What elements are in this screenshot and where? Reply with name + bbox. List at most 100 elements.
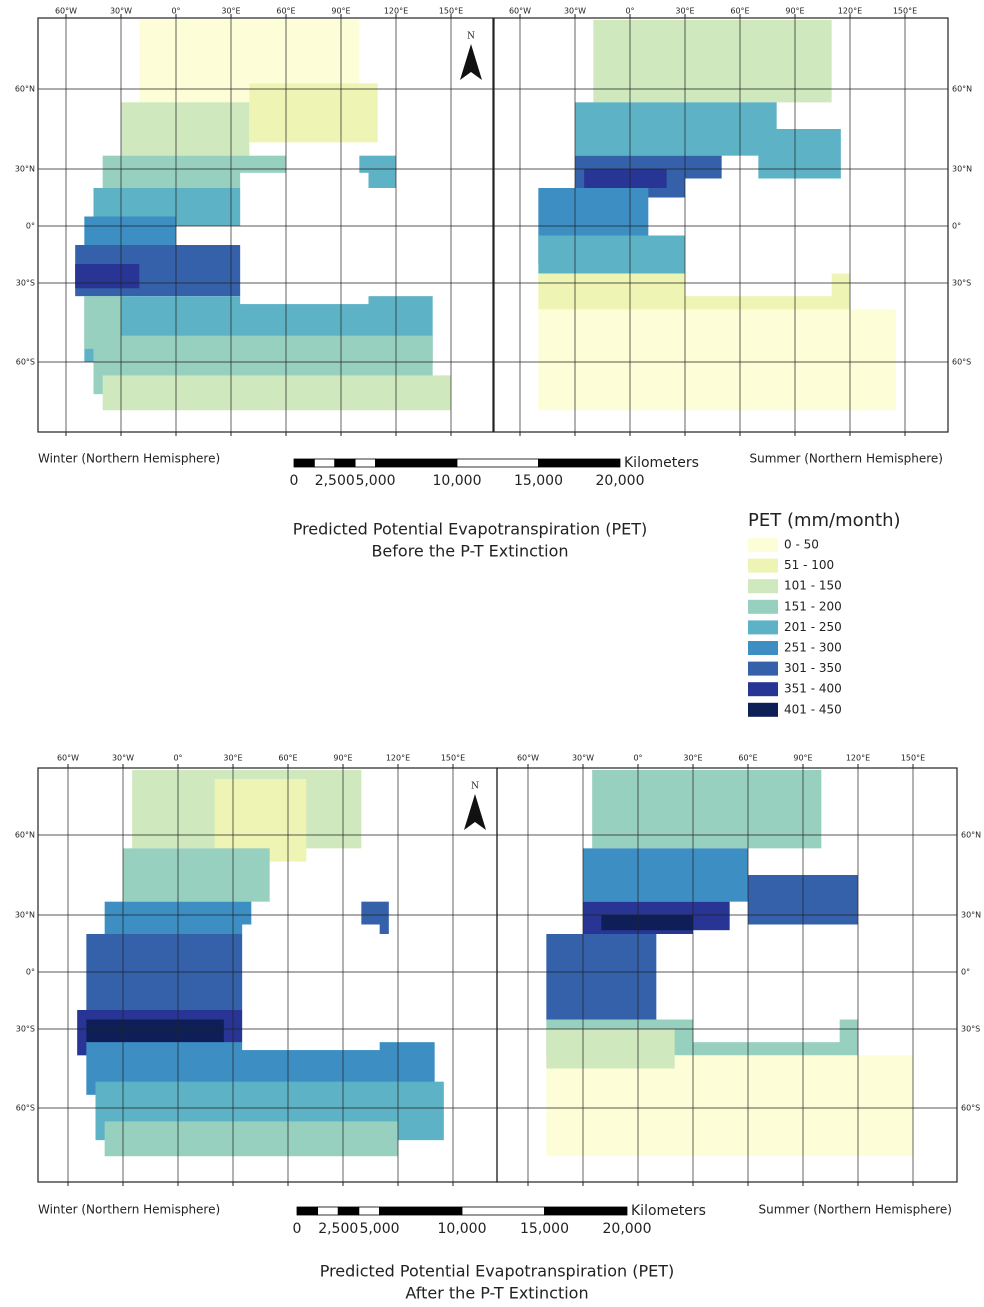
scale-segment xyxy=(334,458,356,468)
north-arrow xyxy=(464,794,486,830)
scale-segment xyxy=(358,1206,380,1216)
legend-swatch xyxy=(748,579,778,594)
lon-label: 30°E xyxy=(223,754,242,763)
lon-label: 90°E xyxy=(331,7,350,16)
pet-zone xyxy=(121,102,250,156)
legend-swatch xyxy=(748,661,778,676)
ocean xyxy=(240,172,369,305)
lon-label: 90°E xyxy=(785,7,804,16)
lon-label: 0° xyxy=(171,7,180,16)
legend-swatch xyxy=(748,558,778,573)
lat-label: 60°S xyxy=(16,1104,35,1113)
lon-label: 30°E xyxy=(675,7,694,16)
lat-label: 30°N xyxy=(15,911,35,920)
figure-subtitle: After the P-T Extinction xyxy=(405,1284,588,1303)
lon-label: 120°E xyxy=(846,754,870,763)
figure-title: Predicted Potential Evapotranspiration (… xyxy=(320,1262,675,1281)
legend-label: 301 - 350 xyxy=(784,661,842,675)
pet-zone xyxy=(546,1029,675,1069)
pet-zone xyxy=(593,20,832,103)
scale-label: 20,000 xyxy=(603,1221,652,1237)
lon-label: 30°W xyxy=(110,7,132,16)
lon-label: 150°E xyxy=(439,7,463,16)
legend-label: 401 - 450 xyxy=(784,702,842,716)
lon-label: 150°E xyxy=(893,7,917,16)
scale-unit: Kilometers xyxy=(624,455,699,471)
legend-swatch xyxy=(748,620,778,635)
lat-label: 30°S xyxy=(16,279,35,288)
legend-label: 51 - 100 xyxy=(784,558,834,572)
lat-label: 0° xyxy=(26,968,35,977)
pet-zone xyxy=(84,296,121,349)
lat-label: 60°N xyxy=(15,85,35,94)
lon-label: 60°W xyxy=(509,7,531,16)
lat-label: 60°N xyxy=(15,831,35,840)
pet-zone xyxy=(583,848,748,902)
lat-label: 60°N xyxy=(961,831,981,840)
map-frame xyxy=(493,17,949,433)
pet-zone xyxy=(592,770,822,849)
lon-label: 30°E xyxy=(683,754,702,763)
pet-zone xyxy=(575,102,777,156)
lon-label: 90°E xyxy=(333,754,352,763)
scale-label: 2,500 xyxy=(315,473,355,489)
pet-zone xyxy=(546,1055,913,1157)
pet-zone xyxy=(758,129,841,179)
scale-label: 2,500 xyxy=(318,1221,358,1237)
lat-label: 60°S xyxy=(961,1104,980,1113)
lon-label: 60°W xyxy=(55,7,77,16)
lon-label: 150°E xyxy=(441,754,465,763)
scale-label: 15,000 xyxy=(514,473,563,489)
ocean xyxy=(693,930,840,1043)
lon-label: 150°E xyxy=(901,754,925,763)
legend-label: 0 - 50 xyxy=(784,538,819,552)
scale-label: 0 xyxy=(293,1221,302,1237)
scale-label: 20,000 xyxy=(596,473,645,489)
scale-segment xyxy=(293,458,315,468)
scale-label: 10,000 xyxy=(438,1221,487,1237)
lat-label: 60°S xyxy=(952,358,971,367)
pet-zone xyxy=(538,235,685,274)
lon-label: 0° xyxy=(173,754,182,763)
lat-label: 60°S xyxy=(16,358,35,367)
ocean xyxy=(685,178,832,297)
legend-label: 101 - 150 xyxy=(784,579,842,593)
scale-segment xyxy=(461,1206,545,1216)
pet-zone xyxy=(84,216,176,245)
legend-label: 351 - 400 xyxy=(784,682,842,696)
pet-zone xyxy=(75,264,140,289)
map-frame xyxy=(496,767,958,1183)
lon-label: 120°E xyxy=(838,7,862,16)
legend-swatch xyxy=(748,641,778,655)
scale-segment xyxy=(379,1206,463,1216)
lon-label: 60°E xyxy=(278,754,297,763)
scale-label: 5,000 xyxy=(355,473,395,489)
legend-label: 201 - 250 xyxy=(784,620,842,634)
pet-zone xyxy=(584,169,667,188)
lon-label: 30°W xyxy=(112,754,134,763)
lon-label: 60°E xyxy=(738,754,757,763)
scale-label: 0 xyxy=(290,473,299,489)
pet-zone xyxy=(86,1019,224,1043)
lat-label: 30°N xyxy=(952,165,972,174)
legend-swatch xyxy=(748,599,778,614)
figure-subtitle: Before the P-T Extinction xyxy=(371,542,568,561)
legend-label: 251 - 300 xyxy=(784,641,842,655)
pet-zone xyxy=(123,848,270,902)
scale-segment xyxy=(375,458,458,468)
pet-zone xyxy=(102,375,452,411)
lon-label: 60°E xyxy=(276,7,295,16)
legend-title: PET (mm/month) xyxy=(748,510,901,531)
lon-label: 120°E xyxy=(384,7,408,16)
lon-label: 0° xyxy=(633,754,642,763)
legend-swatch xyxy=(748,682,778,697)
legend-label: 151 - 200 xyxy=(784,599,842,613)
scale-label: 5,000 xyxy=(359,1221,399,1237)
scale-unit: Kilometers xyxy=(631,1203,706,1219)
legend-swatch xyxy=(748,538,778,552)
pet-zone xyxy=(601,915,693,931)
map-caption: Winter (Northern Hemisphere) xyxy=(38,452,220,466)
lat-label: 30°N xyxy=(961,911,981,920)
lat-label: 30°S xyxy=(16,1025,35,1034)
